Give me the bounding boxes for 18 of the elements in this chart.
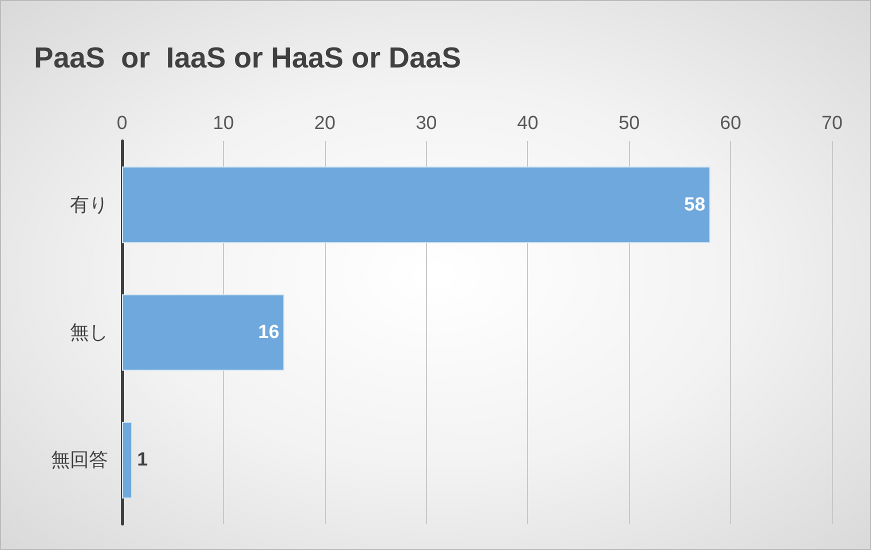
x-tick-label: 50 bbox=[618, 113, 640, 134]
x-tick-label: 10 bbox=[212, 113, 234, 134]
x-tick-label: 20 bbox=[314, 113, 336, 134]
bar bbox=[122, 294, 284, 371]
y-tick-label: 有り bbox=[70, 194, 108, 216]
y-tick-label: 無回答 bbox=[51, 449, 108, 472]
x-tick-label: 40 bbox=[517, 113, 538, 134]
x-tick-label: 30 bbox=[416, 113, 437, 134]
x-tick-label: 70 bbox=[821, 113, 843, 134]
data-label: 16 bbox=[258, 322, 280, 343]
x-tick-label: 0 bbox=[116, 113, 128, 134]
data-label: 58 bbox=[684, 194, 706, 216]
chart-title: PaaS or IaaS or HaaS or DaaS bbox=[34, 42, 462, 74]
y-tick-label: 無し bbox=[70, 322, 108, 344]
bar bbox=[122, 166, 710, 244]
bar bbox=[122, 422, 132, 498]
data-label: 1 bbox=[137, 450, 148, 471]
x-tick-label: 60 bbox=[720, 113, 742, 134]
